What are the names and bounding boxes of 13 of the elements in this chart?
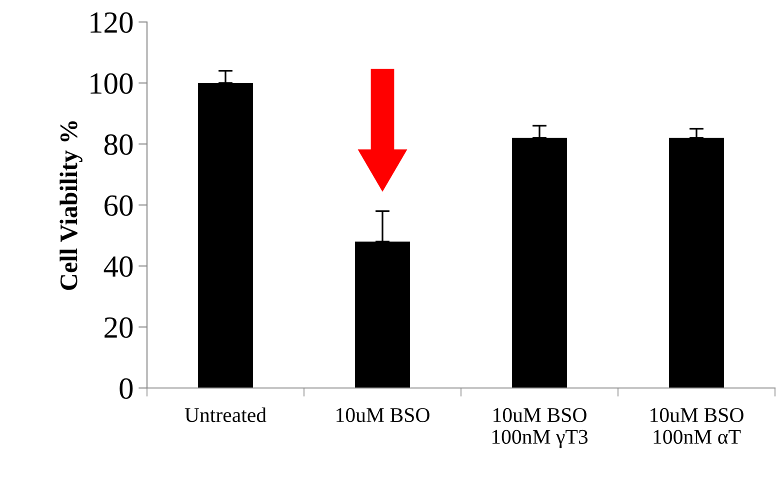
y-tick-label: 100 <box>90 73 133 94</box>
y-tick-label: 20 <box>104 317 133 338</box>
y-tick-label: 120 <box>90 12 133 33</box>
y-tick-label: 40 <box>104 256 133 277</box>
y-tick-label: 60 <box>104 195 133 216</box>
y-axis-title: Cell Viability % <box>60 121 82 290</box>
x-tick-label: Untreated <box>184 407 266 422</box>
x-tick-label: 10uM BSO <box>336 408 430 422</box>
x-tick-label: 10uM BSO 100nM αT <box>650 408 744 444</box>
y-tick-label: 0 <box>120 378 133 399</box>
bar <box>198 83 253 388</box>
y-tick-label: 80 <box>104 134 133 155</box>
x-tick-label: 10uM BSO 100nM γT3 <box>492 408 588 448</box>
